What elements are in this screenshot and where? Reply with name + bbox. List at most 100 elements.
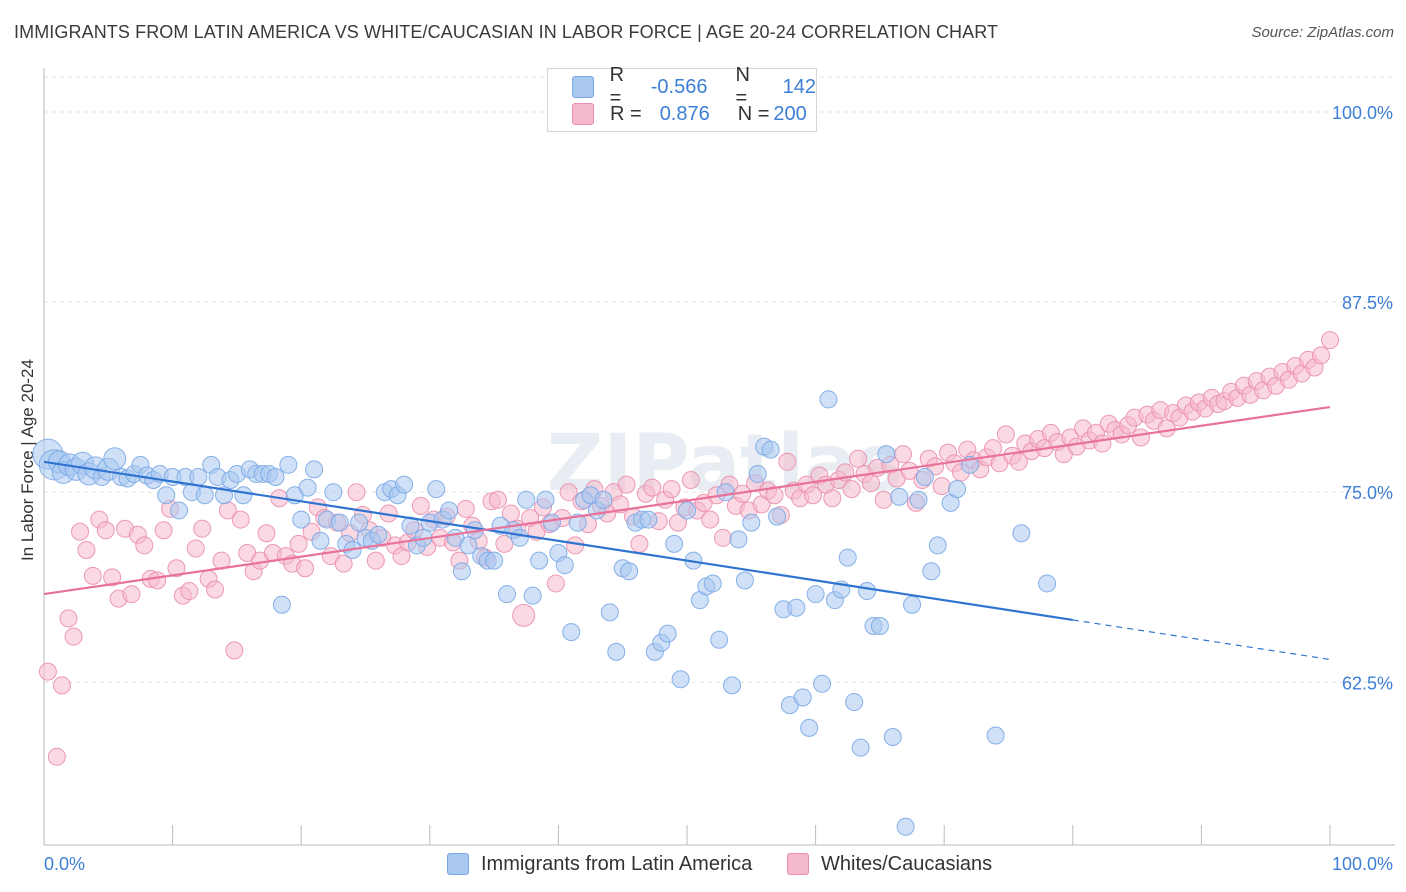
scatter-point-immigrants	[858, 582, 877, 601]
scatter-point-whites	[122, 585, 141, 604]
scatter-point-whites	[411, 496, 430, 515]
legend-r-label: R =	[609, 64, 625, 109]
scatter-point-whites	[495, 534, 514, 553]
legend-swatch-pink	[572, 103, 594, 125]
scatter-point-immigrants	[536, 490, 555, 509]
bottom-legend-whites: Whites/Caucasians	[787, 850, 992, 878]
scatter-point-immigrants	[813, 674, 832, 693]
bottom-legend-immigrants: Immigrants from Latin America	[447, 850, 752, 878]
x-tick-label: 0.0%	[44, 854, 85, 874]
scatter-point-whites	[366, 551, 385, 570]
scatter-point-immigrants	[440, 501, 459, 520]
scatter-point-immigrants	[103, 447, 127, 471]
scatter-point-whites	[714, 528, 733, 547]
legend-r-label: R =	[610, 102, 642, 125]
scatter-point-immigrants	[292, 510, 311, 529]
scatter-point-whites	[47, 747, 66, 766]
scatter-point-immigrants	[723, 676, 742, 695]
y-axis-label: In Labor Force | Age 20-24	[18, 359, 37, 561]
scatter-point-immigrants	[607, 642, 626, 661]
scatter-point-whites	[488, 490, 507, 509]
scatter-point-whites	[135, 536, 154, 555]
scatter-point-whites	[662, 480, 681, 499]
scatter-point-immigrants	[748, 464, 767, 483]
scatter-point-whites	[64, 627, 83, 646]
legend-row-whites: R = 0.876 N = 200	[572, 102, 807, 126]
scatter-point-whites	[1131, 428, 1150, 447]
scatter-point-whites	[38, 662, 57, 681]
scatter-point-whites	[186, 539, 205, 558]
scatter-point-immigrants	[459, 536, 478, 555]
scatter-point-immigrants	[851, 738, 870, 757]
scatter-point-whites	[861, 474, 880, 493]
scatter-point-immigrants	[395, 475, 414, 494]
scatter-point-whites	[154, 521, 173, 540]
chart-title: IMMIGRANTS FROM LATIN AMERICA VS WHITE/C…	[14, 22, 999, 42]
scatter-point-whites	[289, 534, 308, 553]
scatter-point-whites	[347, 483, 366, 502]
bottom-legend-swatch-blue	[447, 853, 469, 875]
legend-n-value: 142	[782, 75, 817, 98]
scatter-point-immigrants	[665, 534, 684, 553]
scatter-point-whites	[996, 425, 1015, 444]
legend-swatch-blue	[572, 76, 594, 98]
correlation-legend: R = -0.566 N = 142 R = 0.876 N = 200	[547, 64, 817, 132]
scatter-point-immigrants	[877, 445, 896, 464]
scatter-point-whites	[681, 471, 700, 490]
scatter-point-whites	[231, 510, 250, 529]
scatter-point-immigrants	[497, 585, 516, 604]
scatter-point-whites	[206, 580, 225, 599]
scatter-point-immigrants	[157, 486, 176, 505]
scatter-point-immigrants	[800, 718, 819, 737]
scatter-point-immigrants	[324, 483, 343, 502]
scatter-point-immigrants	[427, 480, 446, 499]
legend-n-value: 200	[773, 102, 807, 125]
scatter-point-whites	[546, 574, 565, 593]
scatter-point-whites	[334, 554, 353, 573]
scatter-point-immigrants	[600, 603, 619, 622]
scatter-point-immigrants	[510, 528, 529, 547]
scatter-point-whites	[53, 676, 72, 695]
legend-r-value: 0.876	[659, 102, 710, 125]
scatter-point-immigrants	[568, 513, 587, 532]
scatter-point-immigrants	[517, 490, 536, 509]
scatter-point-immigrants	[819, 390, 838, 409]
scatter-point-whites	[804, 486, 823, 505]
legend-row-immigrants: R = -0.566 N = 142	[572, 64, 817, 109]
scatter-point-immigrants	[234, 486, 253, 505]
scatter-point-immigrants	[909, 490, 928, 509]
scatter-point-whites	[103, 568, 122, 587]
scatter-point-whites	[77, 540, 96, 559]
scatter-point-whites	[643, 478, 662, 497]
scatter-point-immigrants	[530, 551, 549, 570]
scatter-point-whites	[59, 609, 78, 628]
scatter-point-whites	[932, 477, 951, 496]
scatter-point-whites	[1093, 434, 1112, 453]
scatter-point-immigrants	[671, 670, 690, 689]
scatter-point-immigrants	[279, 455, 298, 474]
scatter-point-immigrants	[1012, 524, 1031, 543]
scatter-point-immigrants	[845, 693, 864, 712]
scatter-point-whites	[296, 559, 315, 578]
scatter-point-immigrants	[742, 513, 761, 532]
scatter-point-immigrants	[768, 507, 787, 526]
y-tick-label: 75.0%	[1342, 483, 1393, 503]
scatter-point-whites	[180, 582, 199, 601]
scatter-point-whites	[167, 559, 186, 578]
trendline-whites	[43, 405, 1331, 596]
scatter-point-immigrants	[915, 467, 934, 486]
scatter-point-immigrants	[922, 562, 941, 581]
legend-n-label: N =	[735, 64, 750, 109]
scatter-point-immigrants	[170, 501, 189, 520]
scatter-point-immigrants	[452, 562, 471, 581]
scatter-point-immigrants	[870, 617, 889, 636]
scatter-point-immigrants	[890, 487, 909, 506]
scatter-point-immigrants	[678, 501, 696, 520]
scatter-point-immigrants	[542, 513, 561, 532]
scatter-point-immigrants	[948, 480, 967, 499]
scatter-point-immigrants	[639, 510, 658, 529]
scatter-point-whites	[823, 489, 842, 508]
y-tick-label: 87.5%	[1342, 293, 1393, 313]
scatter-point-whites	[984, 439, 1003, 458]
